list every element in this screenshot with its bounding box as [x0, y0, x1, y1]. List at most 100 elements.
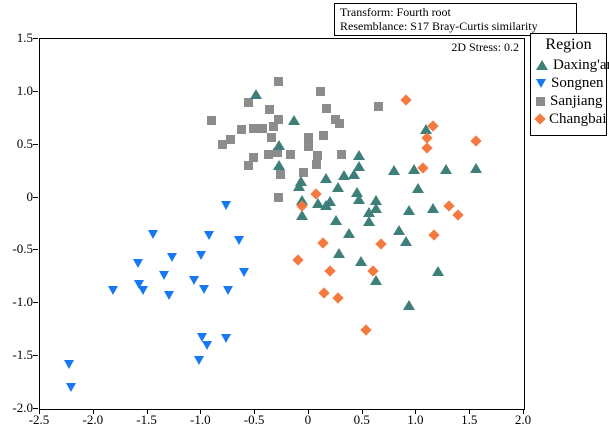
point-daxingan	[353, 193, 366, 204]
legend-item-songnen: Songnen	[531, 74, 606, 92]
point-daxingan	[272, 159, 285, 170]
point-changbai	[318, 287, 330, 299]
legend-item-daxingan: Daxing'an	[531, 56, 609, 74]
point-changbai	[428, 228, 440, 241]
point-songnen	[221, 333, 232, 343]
point-sanjiang	[266, 132, 276, 142]
point-songnen	[64, 360, 74, 370]
point-songnen	[138, 286, 149, 296]
y-tick-mark	[33, 143, 38, 145]
point-changbai	[292, 254, 304, 266]
point-daxingan	[338, 170, 351, 181]
point-changbai	[421, 142, 433, 154]
point-changbai	[375, 238, 387, 250]
transform-line: Transform: Fourth root	[340, 5, 451, 19]
songnen-triangle-icon	[536, 78, 546, 88]
point-sanjiang	[316, 87, 326, 97]
daxingan-triangle-icon	[536, 60, 548, 70]
point-songnen	[194, 355, 205, 365]
point-songnen	[198, 285, 209, 294]
point-songnen	[203, 231, 214, 241]
stress-label: 2D Stress: 0.2	[451, 40, 519, 54]
point-sanjiang	[334, 119, 344, 129]
point-sanjiang	[274, 114, 284, 124]
point-daxingan	[348, 169, 361, 180]
point-sanjiang	[263, 149, 273, 159]
point-daxingan	[272, 139, 285, 150]
point-songnen	[164, 291, 175, 301]
point-daxingan	[369, 194, 382, 205]
x-tick-mark	[307, 409, 309, 414]
point-daxingan	[408, 164, 421, 174]
point-sanjiang	[248, 152, 258, 162]
x-tick-mark	[200, 409, 202, 414]
legend-label-sanjiang: Sanjiang	[550, 92, 603, 109]
legend-label-daxingan: Daxing'an	[553, 56, 609, 73]
point-songnen	[108, 286, 119, 296]
y-tick-mark	[33, 302, 38, 304]
point-songnen	[147, 230, 158, 240]
point-sanjiang	[311, 160, 321, 170]
point-changbai	[317, 237, 329, 249]
x-tick-label: 0	[304, 412, 312, 427]
point-daxingan	[399, 235, 412, 246]
y-tick-mark	[33, 249, 38, 251]
x-tick-label: -2.0	[82, 412, 104, 427]
point-daxingan	[311, 197, 324, 208]
x-tick-label: -1.5	[136, 412, 157, 427]
point-songnen	[196, 251, 207, 261]
y-tick-label: 1.5	[16, 30, 33, 45]
point-songnen	[201, 341, 212, 351]
y-tick-mark	[33, 90, 38, 92]
y-tick-mark	[33, 196, 38, 198]
x-tick-mark	[415, 409, 417, 414]
point-sanjiang	[225, 134, 235, 144]
x-tick-label: -0.5	[243, 412, 265, 427]
point-daxingan	[331, 182, 344, 192]
y-tick-label: -1.0	[12, 294, 33, 310]
y-tick-label: 1.0	[16, 82, 33, 98]
point-daxingan	[369, 203, 382, 214]
y-tick-mark	[33, 355, 38, 357]
point-daxingan	[411, 183, 424, 194]
point-daxingan	[402, 205, 415, 216]
point-daxingan	[295, 175, 308, 186]
point-daxingan	[333, 247, 345, 258]
point-daxingan	[387, 165, 400, 176]
resemblance-line: Resemblance: S17 Bray-Curtis similarity	[340, 19, 538, 33]
point-sanjiang	[313, 150, 322, 160]
point-daxingan	[320, 172, 333, 183]
point-songnen	[66, 383, 77, 393]
x-tick-mark	[146, 409, 148, 414]
point-songnen	[167, 253, 178, 263]
point-daxingan	[432, 265, 444, 276]
x-tick-label: 1.0	[407, 412, 424, 427]
point-daxingan	[363, 215, 376, 226]
sanjiang-square-icon	[536, 96, 545, 106]
point-changbai	[324, 264, 337, 277]
x-tick-label: 2.0	[514, 412, 532, 427]
point-daxingan	[353, 160, 366, 171]
point-daxingan	[342, 227, 355, 238]
x-tick-label: -2.5	[28, 412, 50, 427]
point-sanjiang	[236, 125, 246, 135]
point-daxingan	[420, 123, 433, 134]
point-changbai	[332, 292, 344, 304]
x-tick-mark	[39, 409, 40, 414]
point-songnen	[234, 236, 244, 246]
legend-item-changbai: Changbai	[531, 110, 607, 128]
point-daxingan	[329, 214, 342, 225]
y-tick-label: -1.5	[12, 347, 33, 363]
point-sanjiang	[248, 124, 258, 134]
point-sanjiang	[206, 115, 216, 125]
x-tick-label: 0.5	[353, 412, 370, 427]
point-changbai	[400, 94, 412, 106]
point-sanjiang	[273, 147, 283, 157]
point-changbai	[360, 324, 372, 336]
x-tick-label: 1.5	[461, 412, 478, 427]
x-tick-mark	[523, 409, 524, 414]
x-tick-mark	[254, 409, 256, 414]
point-songnen	[158, 271, 169, 281]
point-daxingan	[296, 209, 309, 220]
